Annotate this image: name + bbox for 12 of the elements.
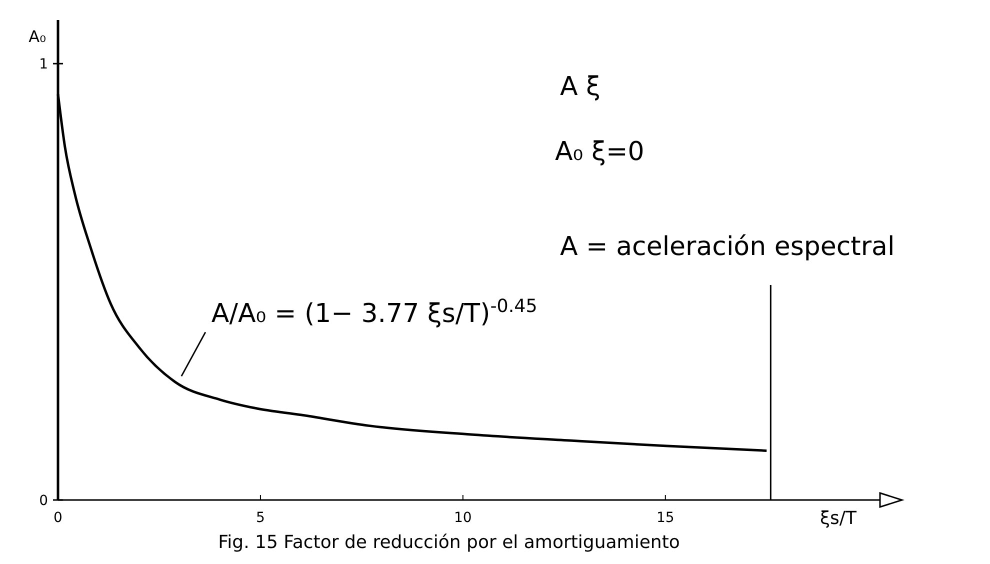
text: Fig. 15 Factor de reducción por el amortiguamiento (218, 532, 680, 553)
annotation: A₀ ξ=0 (555, 137, 644, 167)
x-tick-label: 10 (454, 510, 472, 526)
x-axis-title: ξs/T (820, 508, 858, 529)
x-tick-label: 15 (656, 510, 674, 526)
annotation: A/A₀ = (1− 3.77 ξs/T)$^{-0.45}$ (211, 296, 538, 330)
x-tick-label: 0 (54, 510, 62, 526)
x-tick-label: 5 (256, 510, 265, 526)
y-axis-title: A₀ (28, 27, 46, 46)
annotation: A = aceleración espectral (560, 232, 895, 262)
annotation: A ξ (560, 72, 601, 102)
y-tick-label: 1 (39, 56, 48, 73)
